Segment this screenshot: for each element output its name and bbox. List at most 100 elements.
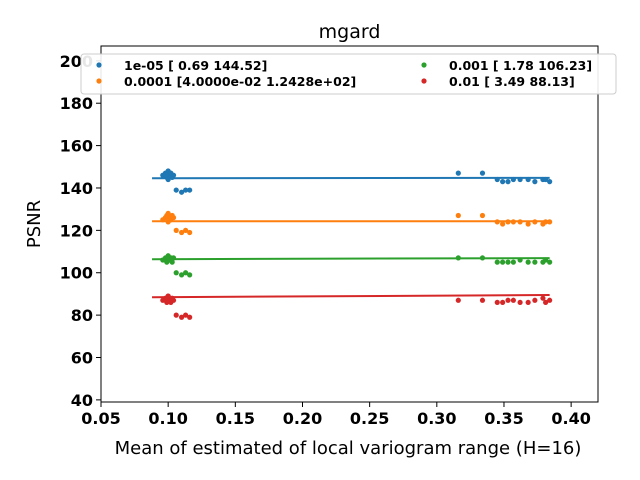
data-point-1-22 xyxy=(532,219,538,225)
data-point-1-20 xyxy=(517,219,523,225)
data-point-2-12 xyxy=(183,270,189,276)
data-point-3-10 xyxy=(173,312,179,318)
data-point-3-12 xyxy=(183,312,189,318)
data-point-0-15 xyxy=(479,170,486,176)
series-2 xyxy=(152,253,553,278)
data-point-2-9 xyxy=(170,255,177,261)
plot-marks xyxy=(152,168,553,320)
x-tick-label-4: 0.25 xyxy=(350,409,389,428)
data-point-1-9 xyxy=(170,215,177,221)
data-point-2-11 xyxy=(178,272,185,278)
y-tick-label-1: 60 xyxy=(71,349,93,368)
data-point-3-20 xyxy=(517,299,523,306)
data-point-3-17 xyxy=(500,299,506,306)
y-axis-label: PSNR xyxy=(24,200,45,248)
data-point-3-22 xyxy=(532,297,538,303)
x-tick-label-3: 0.20 xyxy=(283,409,322,428)
legend-entry-2: 0.001 [ 1.78 106.23] xyxy=(449,58,592,73)
x-tick-label-6: 0.35 xyxy=(484,409,523,428)
data-point-2-18 xyxy=(505,259,511,265)
data-point-1-16 xyxy=(494,219,500,225)
data-point-1-19 xyxy=(510,219,516,225)
legend-marker-0 xyxy=(96,62,102,68)
y-tick-label-7: 180 xyxy=(60,94,93,113)
data-point-2-16 xyxy=(494,259,500,265)
data-point-0-21 xyxy=(525,176,531,183)
legend: 1e-05 [ 0.69 144.52]0.0001 [4.0000e-02 1… xyxy=(80,53,617,95)
x-tick-label-5: 0.30 xyxy=(417,409,456,428)
axis-ticks: 0.05 0.10 0.15 0.20 0.25 0.30 0.35 0.40 40 60 80 10… xyxy=(60,52,591,428)
x-tick-label-7: 0.40 xyxy=(551,409,590,428)
data-point-3-18 xyxy=(505,297,511,303)
y-tick-label-2: 80 xyxy=(71,306,93,325)
series-3 xyxy=(152,293,553,320)
data-point-3-13 xyxy=(187,314,193,320)
data-point-1-17 xyxy=(500,221,506,227)
data-point-3-8 xyxy=(162,297,169,303)
legend-entry-0: 1e-05 [ 0.69 144.52] xyxy=(124,58,267,73)
x-tick-label-0: 0.05 xyxy=(81,409,120,428)
data-point-1-7 xyxy=(165,219,171,225)
data-point-0-13 xyxy=(187,187,193,193)
data-point-3-16 xyxy=(494,299,500,306)
data-point-0-24 xyxy=(543,176,549,183)
data-point-0-9 xyxy=(170,172,177,178)
data-point-2-15 xyxy=(479,255,486,261)
legend-entry-1: 0.0001 [4.0000e-02 1.2428e+02] xyxy=(124,74,356,89)
data-point-3-14 xyxy=(455,297,461,303)
chart-title: mgard xyxy=(319,21,381,43)
data-point-0-14 xyxy=(455,170,461,176)
data-point-1-12 xyxy=(183,227,189,233)
data-point-0-18 xyxy=(505,179,511,185)
legend-box xyxy=(80,53,617,95)
data-point-2-17 xyxy=(500,259,506,265)
data-point-1-18 xyxy=(505,219,511,225)
x-tick-label-2: 0.15 xyxy=(216,409,255,428)
data-point-3-19 xyxy=(510,297,516,303)
fit-line-2 xyxy=(152,257,550,261)
y-tick-label-5: 140 xyxy=(60,179,93,198)
data-point-3-11 xyxy=(178,314,185,320)
data-point-2-8 xyxy=(162,257,169,263)
data-point-0-8 xyxy=(162,172,169,178)
data-point-1-13 xyxy=(187,229,193,236)
legend-entry-3: 0.01 [ 3.49 88.13] xyxy=(449,74,575,89)
data-point-3-21 xyxy=(525,299,531,306)
data-point-1-24 xyxy=(543,219,549,225)
series-0 xyxy=(152,168,553,195)
plot-frame xyxy=(100,45,599,403)
series-1 xyxy=(152,210,553,236)
data-point-2-20 xyxy=(517,257,523,263)
data-point-2-14 xyxy=(455,255,461,261)
data-point-0-16 xyxy=(494,176,500,183)
x-tick-label-1: 0.10 xyxy=(148,409,187,428)
data-point-0-25 xyxy=(547,179,553,185)
x-axis-label: Mean of estimated of local variogram ran… xyxy=(115,438,582,459)
data-point-3-9 xyxy=(170,297,177,303)
data-point-1-10 xyxy=(173,227,179,233)
data-point-2-6 xyxy=(169,259,175,265)
data-point-2-24 xyxy=(543,257,549,263)
data-point-1-15 xyxy=(479,212,486,219)
data-point-1-11 xyxy=(178,229,185,236)
y-tick-label-0: 40 xyxy=(71,391,93,410)
data-point-1-25 xyxy=(547,219,553,225)
data-point-0-22 xyxy=(532,179,538,185)
legend-marker-2 xyxy=(421,62,427,68)
fit-line-3 xyxy=(152,294,550,299)
legend-marker-1 xyxy=(96,78,102,84)
data-point-0-12 xyxy=(183,187,189,193)
data-point-2-10 xyxy=(173,270,179,276)
data-point-3-15 xyxy=(479,297,486,303)
data-point-0-19 xyxy=(510,176,516,183)
y-tick-label-6: 160 xyxy=(60,137,93,156)
data-point-3-23 xyxy=(540,295,546,301)
legend-marker-3 xyxy=(421,78,427,84)
data-point-0-17 xyxy=(500,179,506,185)
data-point-1-3 xyxy=(165,210,171,217)
y-tick-label-4: 120 xyxy=(60,221,93,240)
data-point-0-7 xyxy=(165,176,171,183)
data-point-2-19 xyxy=(510,259,516,265)
data-point-2-22 xyxy=(532,259,538,265)
data-point-0-20 xyxy=(517,176,523,183)
